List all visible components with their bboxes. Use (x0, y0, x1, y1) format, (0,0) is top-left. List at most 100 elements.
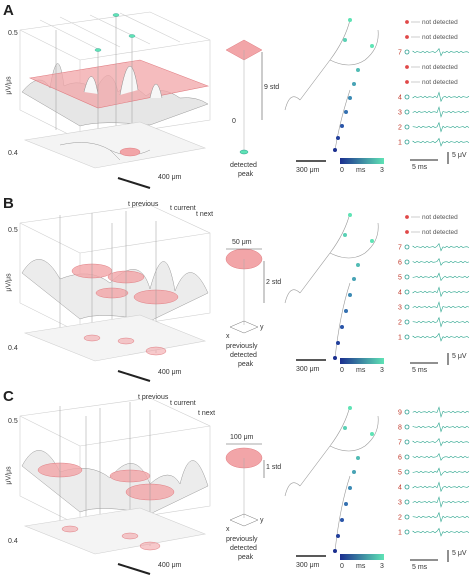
voltage-scale-label: 5 μV (452, 550, 467, 557)
not-detected-dot (405, 65, 409, 69)
schematic-xy-plane (229, 513, 259, 527)
trace-row: 2 (398, 121, 470, 133)
distance-scale-bar (117, 563, 151, 575)
neuron-morphology (284, 405, 379, 552)
panel-b-graphics: not detected not detected 7 6 5 4 3 2 1 (19, 204, 470, 382)
t-next-label: t next (196, 211, 214, 218)
t-previous-label: t previous (138, 394, 169, 401)
morph-scale-label: 300 μm (296, 562, 320, 569)
scale-length-label: 400 μm (158, 369, 182, 376)
peak-label-3: peak (238, 554, 254, 561)
detected-dot (404, 259, 410, 265)
peak-label-1: detected (230, 162, 257, 169)
t-current-label: t current (170, 400, 196, 407)
morphology-dots (333, 18, 374, 152)
floor-peaks (83, 334, 167, 356)
size-scale-label: 50 μm (232, 239, 252, 246)
trace-number: 6 (398, 260, 402, 267)
trace-number: 3 (398, 305, 402, 312)
neuron-morphology (284, 212, 379, 359)
trace-row: not detected (405, 64, 458, 71)
spike-trace (412, 467, 470, 477)
detected-dot (404, 274, 410, 280)
spike-trace (412, 406, 470, 418)
axis-y-label: y (260, 517, 264, 524)
colorbar-unit: ms (356, 367, 366, 374)
threshold-plane (28, 59, 210, 109)
peak-surface (83, 66, 163, 99)
trace-number: 1 (398, 335, 402, 342)
panel-letter: A (3, 2, 14, 19)
trace-number: 2 (398, 515, 402, 522)
trace-row: not detected (405, 229, 458, 236)
floor-peaks (61, 525, 161, 551)
not-detected-dot (405, 215, 409, 219)
trace-number: 4 (398, 485, 402, 492)
not-detected-dot (405, 230, 409, 234)
detected-dot (404, 409, 410, 415)
detected-dot (404, 109, 410, 115)
trace-row: not detected (405, 79, 458, 86)
colorbar (340, 158, 384, 164)
panel-letter: C (3, 388, 14, 405)
spike-trace (412, 242, 470, 252)
schematic-xy-plane (229, 320, 259, 334)
floor-plane (23, 314, 207, 362)
spike-trace (412, 106, 470, 118)
trace-row: not detected (405, 34, 458, 41)
peak-label-2: peak (238, 171, 254, 178)
y-axis-label: μV/μs (5, 273, 13, 292)
trace-number: 7 (398, 440, 402, 447)
status-label: not detected (422, 214, 458, 221)
trace-row: 2 (398, 316, 470, 328)
colorbar (340, 554, 384, 560)
detected-dot (404, 289, 410, 295)
detected-dot (404, 244, 410, 250)
t-previous-label: t previous (128, 201, 159, 208)
scale-length-label: 400 μm (158, 174, 182, 181)
std-label: 2 std (266, 279, 282, 286)
std-label: 1 std (266, 464, 282, 471)
trace-row: 3 (398, 301, 470, 313)
trace-row: 7 (398, 437, 470, 447)
colorbar-min: 0 (340, 367, 344, 374)
trace-list: 9 8 7 6 5 4 3 2 1 (398, 406, 470, 537)
not-detected-dot (405, 35, 409, 39)
peak-label-2: detected (230, 352, 257, 359)
trace-number: 8 (398, 425, 402, 432)
axis-x-label: x (226, 333, 230, 340)
y-tick-bottom: 0.4 (8, 150, 18, 157)
y-tick-bottom: 0.4 (8, 538, 18, 545)
panel-a: A (0, 0, 474, 193)
panel-a-graphics: not detected not detected 7 not detected not… (19, 11, 470, 189)
trace-row: not detected (405, 214, 458, 221)
spike-trace (412, 301, 470, 313)
spike-trace (412, 453, 470, 461)
trace-row: 1 (398, 527, 470, 537)
y-tick-bottom: 0.4 (8, 345, 18, 352)
surface-box (19, 11, 211, 141)
floor-plane (23, 507, 207, 555)
panel-c-graphics: 9 8 7 6 5 4 3 2 1 (19, 397, 470, 575)
spike-trace (412, 286, 470, 298)
trace-row: 9 (398, 406, 470, 418)
trace-row: 6 (398, 258, 470, 267)
panel-b: B not detected not dete (0, 193, 474, 386)
trace-number: 7 (398, 50, 402, 57)
spike-trace (412, 496, 470, 508)
trace-number: 9 (398, 410, 402, 417)
trace-row: 3 (398, 106, 470, 118)
colorbar-min: 0 (340, 563, 344, 570)
trace-row: not detected (405, 19, 458, 26)
floor-plane (23, 121, 207, 169)
peak-label-1: previously (226, 343, 258, 350)
size-scale-label: 100 μm (230, 434, 254, 441)
trace-number: 7 (398, 245, 402, 252)
trace-list: not detected not detected 7 not detected not… (398, 19, 470, 147)
trace-row: 5 (398, 467, 470, 477)
trace-row: 7 (398, 47, 470, 57)
spike-trace (412, 437, 470, 447)
colorbar-unit: ms (356, 563, 366, 570)
trace-number: 5 (398, 470, 402, 477)
schematic-peak (239, 149, 249, 155)
